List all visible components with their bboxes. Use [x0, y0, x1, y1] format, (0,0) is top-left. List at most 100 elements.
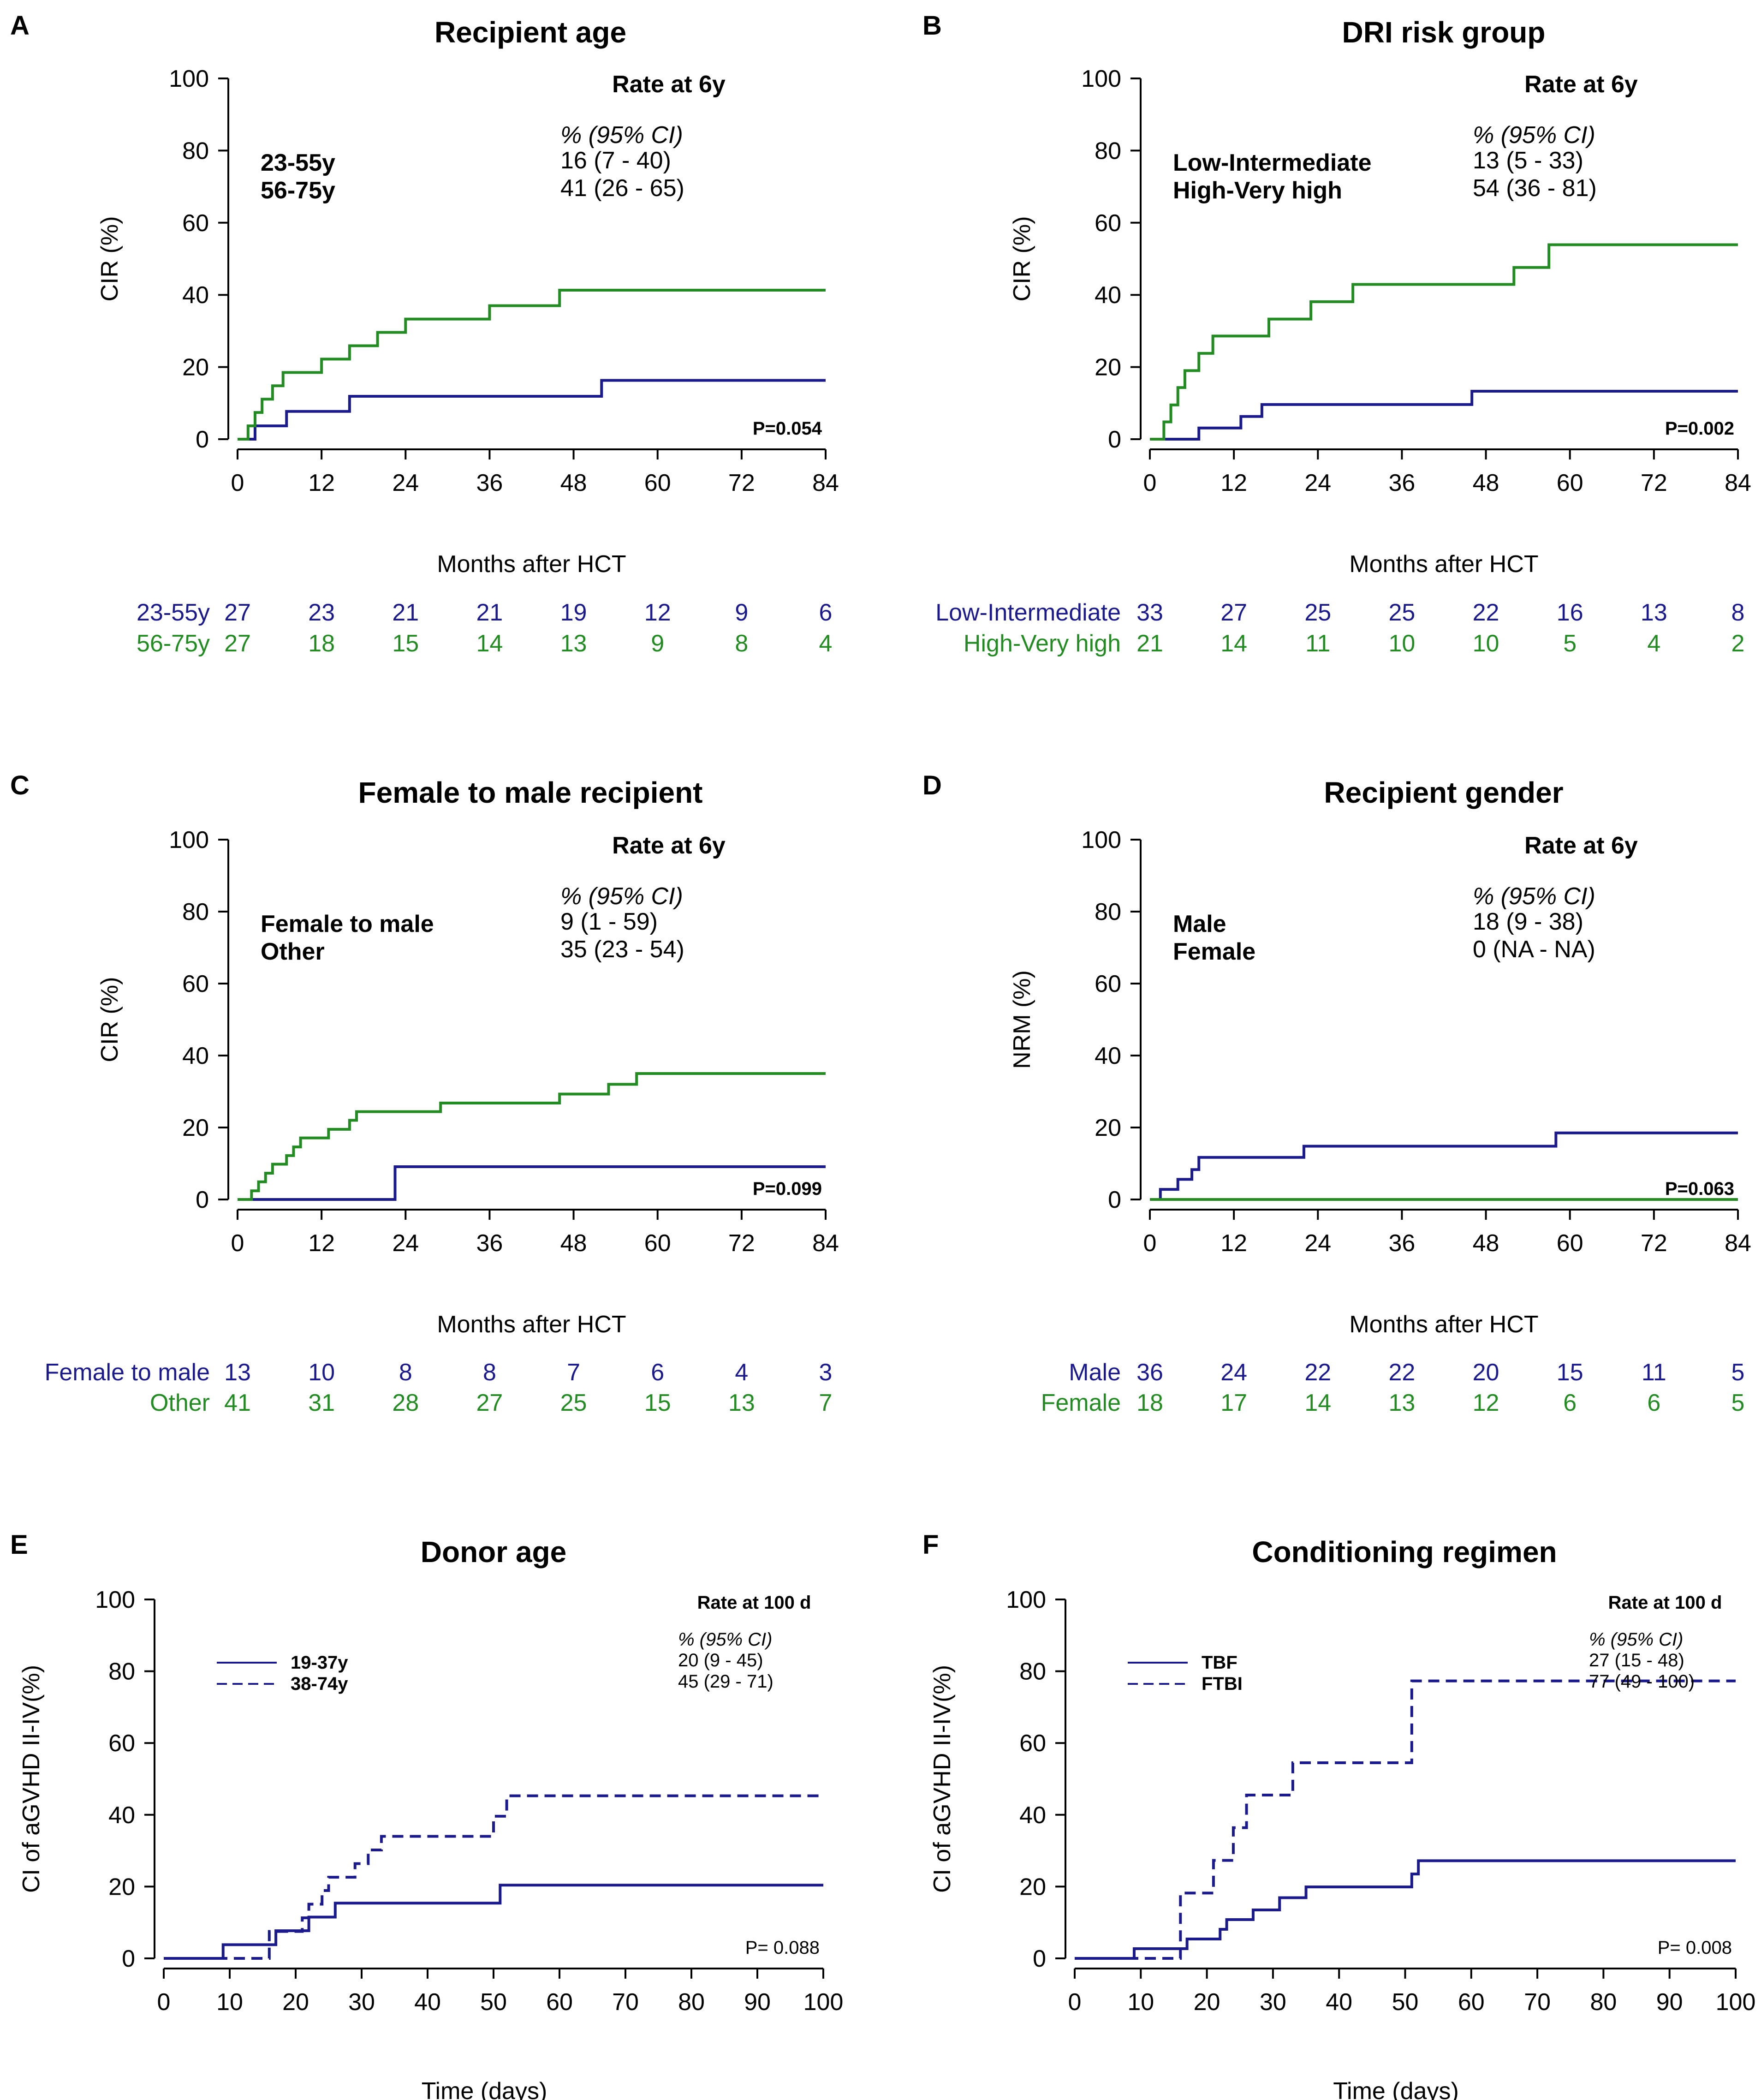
x-tick-label: 12: [308, 1230, 335, 1257]
x-tick-label: 48: [560, 1230, 587, 1257]
y-tick-label: 60: [1019, 1730, 1046, 1757]
y-tick-label: 80: [182, 137, 209, 164]
legend-rate: 9 (1 - 59): [560, 908, 658, 935]
legend-label: Low-Intermediate: [1173, 149, 1372, 176]
risk-value: 8: [1731, 599, 1745, 626]
x-tick-label: 60: [644, 470, 671, 496]
risk-value: 14: [1220, 630, 1247, 657]
risk-value: 4: [1647, 630, 1660, 657]
x-axis-label: Months after HCT: [437, 1311, 626, 1338]
chart-title: Conditioning regimen: [1252, 1535, 1557, 1569]
x-tick-label: 72: [1641, 470, 1667, 496]
y-tick-label: 100: [169, 66, 209, 92]
risk-value: 9: [651, 630, 664, 657]
risk-row-label: Female: [1041, 1390, 1121, 1416]
x-tick-label: 48: [560, 470, 587, 496]
x-tick-label: 0: [1143, 470, 1157, 496]
y-tick-label: 0: [196, 1187, 209, 1213]
risk-value: 24: [1220, 1359, 1247, 1386]
x-tick-label: 100: [1716, 1989, 1756, 2016]
ci-header: % (95% CI): [560, 883, 683, 910]
risk-row-label: Other: [150, 1390, 210, 1416]
x-tick-label: 84: [812, 1230, 839, 1257]
risk-value: 16: [1557, 599, 1583, 626]
risk-value: 10: [1473, 630, 1499, 657]
y-tick-label: 80: [1095, 899, 1121, 925]
y-axis-label: CI of aGVHD II-IV(%): [929, 1665, 956, 1893]
y-tick-label: 100: [1006, 1587, 1046, 1613]
risk-value: 5: [1731, 1390, 1745, 1416]
y-tick-label: 60: [182, 971, 209, 997]
x-tick-label: 24: [392, 1230, 419, 1257]
panel-letter: E: [10, 1530, 28, 1560]
panel-f: F Conditioning regimen 0 20 40 60 80 100 0 10 20 30…: [922, 1530, 1755, 2100]
risk-value: 21: [1136, 630, 1163, 657]
x-tick-label: 84: [812, 470, 839, 496]
legend-label: FTBI: [1202, 1674, 1243, 1694]
x-axis-label: Months after HCT: [1349, 551, 1538, 578]
rate-header: Rate at 6y: [1524, 832, 1638, 859]
risk-value: 11: [1305, 630, 1330, 657]
y-tick-label: 0: [1108, 1187, 1121, 1213]
y-tick-label: 0: [1033, 1945, 1046, 1972]
risk-row-label: 23-55y: [137, 599, 210, 626]
x-tick-label: 10: [1127, 1989, 1154, 2016]
x-tick-label: 0: [1068, 1989, 1082, 2016]
risk-value: 10: [308, 1359, 335, 1386]
y-tick-label: 40: [1095, 1043, 1121, 1069]
panel-e: E Donor age 0 20 40 60 80 100 0 10 20 30 40 50 60 70 80 9…: [10, 1530, 843, 2100]
legend-rate: 13 (5 - 33): [1473, 147, 1583, 174]
risk-value: 12: [644, 599, 671, 626]
x-tick-label: 60: [1458, 1989, 1485, 2016]
panel-letter: D: [922, 770, 942, 800]
x-tick-label: 12: [1220, 1230, 1247, 1257]
y-tick-label: 60: [1095, 971, 1121, 997]
x-tick-label: 48: [1473, 1230, 1499, 1257]
series-line-1: [1150, 1131, 1738, 1201]
y-tick-label: 20: [108, 1873, 135, 1900]
y-tick-label: 80: [108, 1659, 135, 1685]
x-tick-label: 0: [1143, 1230, 1157, 1257]
risk-value: 6: [1563, 1390, 1577, 1416]
y-axis-label: NRM (%): [1009, 970, 1035, 1069]
x-tick-label: 40: [1326, 1989, 1352, 2016]
legend-label: High-Very high: [1173, 177, 1342, 204]
risk-value: 3: [819, 1359, 833, 1386]
risk-value: 8: [483, 1359, 496, 1386]
x-tick-label: 20: [1194, 1989, 1220, 2016]
legend-rate: 41 (26 - 65): [560, 175, 684, 202]
y-tick-label: 20: [1019, 1873, 1046, 1900]
y-tick-label: 100: [1081, 66, 1121, 92]
y-axis-label: CIR (%): [96, 977, 123, 1062]
x-tick-label: 72: [728, 1230, 755, 1257]
series-line-2: [164, 1794, 823, 1960]
legend-rate: 35 (23 - 54): [560, 936, 684, 963]
y-tick-label: 0: [196, 426, 209, 453]
risk-value: 31: [308, 1390, 335, 1416]
legend-label: 38-74y: [291, 1674, 348, 1694]
risk-value: 15: [644, 1390, 671, 1416]
series-line-1: [1075, 1859, 1736, 1960]
series-line-2: [1150, 243, 1738, 441]
risk-value: 9: [735, 599, 748, 626]
chart-title: Female to male recipient: [358, 776, 703, 809]
x-tick-label: 60: [644, 1230, 671, 1257]
x-tick-label: 60: [546, 1989, 573, 2016]
x-tick-label: 84: [1725, 1230, 1751, 1257]
x-axis-label: Time (days): [422, 2078, 547, 2100]
x-axis-label: Time (days): [1333, 2078, 1459, 2100]
rate-header: Rate at 100 d: [697, 1593, 811, 1613]
risk-value: 14: [1304, 1390, 1331, 1416]
legend-label: Female to male: [261, 911, 434, 937]
legend-label: Other: [261, 938, 325, 965]
y-tick-label: 60: [1095, 210, 1121, 237]
y-tick-label: 100: [95, 1587, 135, 1613]
chart-title: Recipient age: [434, 16, 626, 49]
x-tick-label: 80: [1590, 1989, 1617, 2016]
x-tick-label: 24: [1304, 1230, 1331, 1257]
x-tick-label: 72: [1641, 1230, 1667, 1257]
x-tick-label: 60: [1557, 1230, 1583, 1257]
x-tick-label: 70: [612, 1989, 639, 2016]
